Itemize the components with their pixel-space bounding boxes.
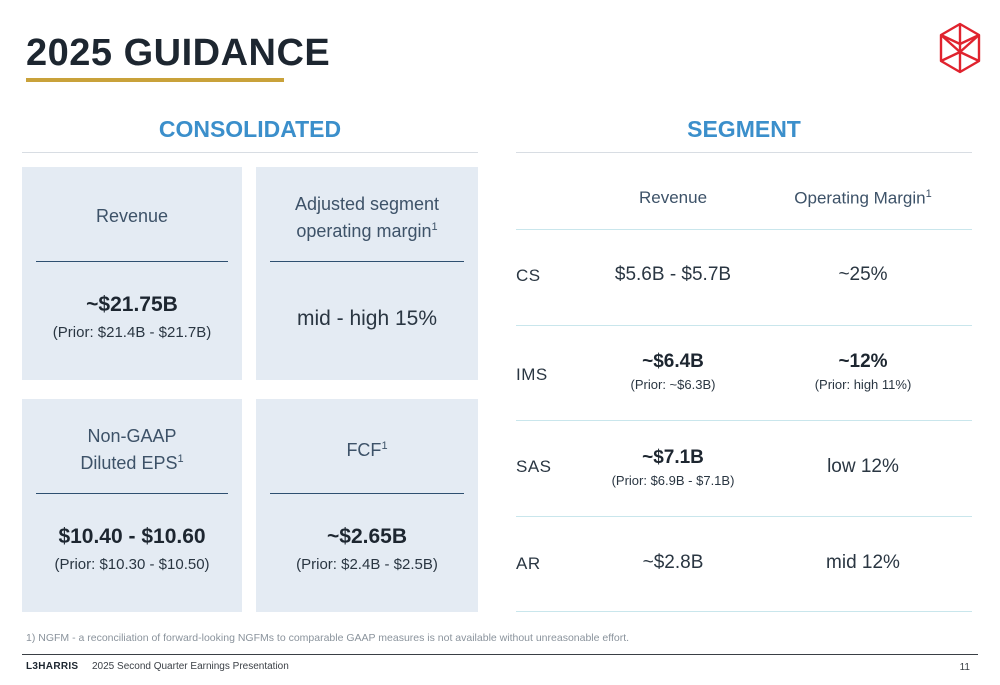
page-number: 11 [959, 662, 970, 673]
segment-margin-ar: mid 12% [826, 552, 900, 573]
card-prior: (Prior: $21.4B - $21.7B) [52, 324, 212, 341]
footnote-marker: 1 [925, 188, 932, 200]
segment-row-line [516, 516, 972, 517]
card-divider [36, 261, 228, 262]
segment-name-cs: CS [516, 266, 541, 285]
segment-row-line [516, 420, 972, 421]
card-label: FCF1 [256, 435, 478, 462]
card-label-line: Adjusted segment [294, 194, 440, 214]
segment-margin-sas: low 12% [827, 456, 899, 477]
segment-revenue-ar: ~$2.8B [642, 552, 704, 573]
card-divider [270, 493, 464, 494]
card-divider [36, 493, 228, 494]
card-fcf: FCF1 ~$2.65B (Prior: $2.4B - $2.5B) [256, 399, 478, 612]
consolidated-heading: CONSOLIDATED [158, 116, 342, 142]
card-label-line: Non-GAAP [87, 426, 177, 446]
segment-rule [516, 152, 972, 153]
segment-row-line [516, 325, 972, 326]
segment-row-line [516, 229, 972, 230]
card-label-line: operating margin [296, 221, 432, 241]
page-title: 2025 GUIDANCE [26, 32, 331, 74]
card-value: ~$2.65B [327, 525, 407, 548]
segment-margin-prior-ims: (Prior: high 11%) [814, 377, 912, 392]
segment-name-ar: AR [516, 554, 541, 573]
card-value: ~$21.75B [86, 293, 178, 316]
footer-brand: L3HARRIS [26, 661, 79, 672]
card-value: mid - high 15% [296, 307, 438, 330]
segment-heading: SEGMENT [687, 116, 801, 142]
footnote-marker: 1 [177, 453, 184, 465]
card-label-line: Revenue [95, 206, 169, 226]
title-underline [26, 78, 284, 82]
l3harris-logo-icon [939, 22, 981, 74]
segment-col-margin-label: Operating Margin [794, 188, 926, 208]
card-revenue: Revenue ~$21.75B (Prior: $21.4B - $21.7B… [22, 167, 242, 380]
card-label: Revenue [22, 205, 242, 228]
segment-revenue-cs: $5.6B - $5.7B [614, 264, 732, 285]
segment-revenue-prior-ims: (Prior: ~$6.3B) [630, 377, 716, 392]
card-divider [270, 261, 464, 262]
segment-revenue-sas: ~$7.1B [642, 447, 704, 468]
card-eps: Non-GAAP Diluted EPS1 $10.40 - $10.60 (P… [22, 399, 242, 612]
card-adjusted-margin: Adjusted segment operating margin1 mid -… [256, 167, 478, 380]
segment-col-revenue: Revenue [638, 188, 708, 207]
card-label: Non-GAAP Diluted EPS1 [22, 425, 242, 475]
segment-revenue-ims: ~$6.4B [642, 351, 704, 372]
segment-row-line [516, 611, 972, 612]
card-value: $10.40 - $10.60 [58, 525, 206, 548]
card-prior: (Prior: $10.30 - $10.50) [54, 556, 210, 573]
footnote: 1) NGFM - a reconciliation of forward-lo… [26, 632, 630, 644]
segment-margin-cs: ~25% [838, 264, 888, 285]
segment-col-margin: Operating Margin1 [770, 188, 956, 209]
footer-rule [22, 654, 978, 655]
segment-name-sas: SAS [516, 457, 552, 476]
card-label-line: FCF [346, 440, 382, 460]
consolidated-rule [22, 152, 478, 153]
segment-name-ims: IMS [516, 365, 548, 384]
footer-text: 2025 Second Quarter Earnings Presentatio… [92, 661, 289, 672]
card-label: Adjusted segment operating margin1 [256, 193, 478, 243]
card-label-line: Diluted EPS [80, 453, 178, 473]
footnote-marker: 1 [381, 440, 388, 452]
segment-revenue-prior-sas: (Prior: $6.9B - $7.1B) [611, 473, 735, 488]
segment-margin-ims: ~12% [838, 351, 888, 372]
card-prior: (Prior: $2.4B - $2.5B) [296, 556, 438, 573]
footnote-marker: 1 [431, 221, 438, 233]
